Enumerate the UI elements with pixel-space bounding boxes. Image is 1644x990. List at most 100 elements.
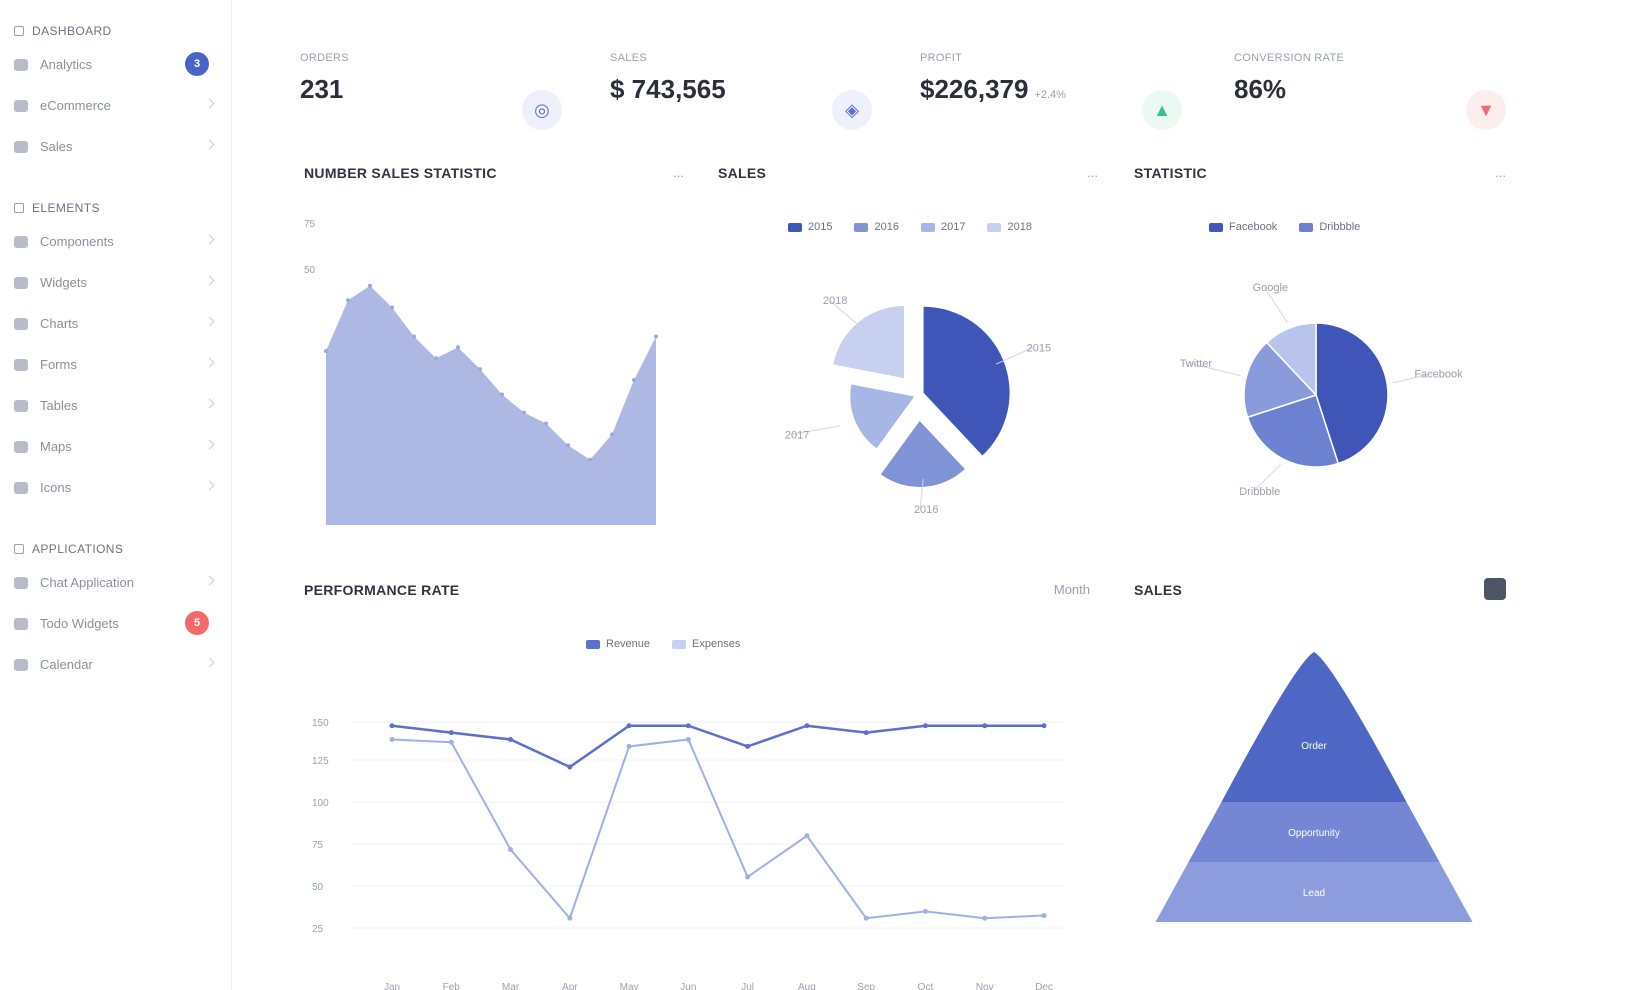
- line-point[interactable]: [389, 723, 395, 729]
- line-point[interactable]: [389, 737, 395, 742]
- sidebar-item[interactable]: Tables: [0, 385, 231, 426]
- line-point[interactable]: [508, 847, 514, 852]
- chevron-right-icon: [204, 657, 215, 668]
- legend-label: Revenue: [606, 638, 651, 650]
- chevron-right-icon: [204, 575, 215, 586]
- expenses-line: [391, 738, 1045, 921]
- line-point[interactable]: [508, 737, 514, 742]
- sidebar-item[interactable]: Components: [0, 221, 231, 262]
- sidebar-item[interactable]: Icons: [0, 467, 231, 508]
- group-label: Applications: [32, 542, 124, 556]
- sidebar-item[interactable]: Maps: [0, 426, 231, 467]
- revenue-line: [391, 724, 1044, 769]
- line-point[interactable]: [1041, 723, 1047, 729]
- legend-item[interactable]: Expenses: [672, 638, 740, 650]
- line-point[interactable]: [448, 730, 454, 736]
- sidebar-item-label: Tables: [40, 398, 78, 413]
- legend-item[interactable]: Dribbble: [1299, 221, 1360, 233]
- pie-slice[interactable]: [1315, 322, 1389, 465]
- chevron-right-icon: [204, 139, 215, 150]
- y-tick-label: 75: [304, 219, 316, 230]
- period-select[interactable]: Month: [1053, 582, 1090, 597]
- line-point[interactable]: [922, 723, 928, 729]
- funnel-stage[interactable]: [1188, 802, 1440, 862]
- legend-label: Facebook: [1229, 221, 1278, 233]
- legend-label: Dribbble: [1319, 221, 1361, 233]
- legend-swatch: [987, 222, 1002, 232]
- legend-item[interactable]: Revenue: [586, 638, 650, 650]
- line-point[interactable]: [745, 743, 751, 749]
- area-point: [610, 432, 614, 437]
- pie-label-line: [1189, 362, 1241, 377]
- panel-more-button[interactable]: ...: [673, 165, 684, 180]
- pie-slice-label: 2017: [785, 429, 809, 441]
- pie-label-line: [791, 425, 840, 435]
- line-point[interactable]: [626, 723, 632, 729]
- sidebar-item[interactable]: Charts: [0, 303, 231, 344]
- sidebar-item-label: Forms: [40, 357, 77, 372]
- sidebar-item[interactable]: Analytics 3: [0, 44, 231, 85]
- legend-item[interactable]: 2016: [854, 221, 899, 233]
- group-icon: [14, 203, 24, 213]
- sidebar: Dashboard Analytics 3 eCommerce Sales Element…: [0, 0, 232, 990]
- line-point[interactable]: [448, 739, 454, 745]
- line-point[interactable]: [863, 915, 869, 921]
- legend-item[interactable]: 2018: [987, 221, 1032, 233]
- line-point[interactable]: [685, 737, 691, 742]
- menu-item-icon: [14, 481, 28, 494]
- x-tick-label: Dec: [1035, 982, 1053, 990]
- line-point[interactable]: [685, 723, 691, 729]
- pie-label-line: [828, 299, 865, 331]
- line-point[interactable]: [863, 730, 869, 736]
- panel-more-button[interactable]: ...: [1495, 165, 1506, 180]
- legend-item[interactable]: 2017: [920, 221, 965, 233]
- sidebar-item[interactable]: Todo Widgets 5: [0, 603, 231, 644]
- line-point[interactable]: [982, 723, 988, 729]
- panel-more-button[interactable]: ...: [1087, 165, 1098, 180]
- funnel-panel: Sales Lead Opportunity Order: [1134, 578, 1506, 982]
- area-point: [346, 298, 350, 303]
- line-point[interactable]: [1041, 913, 1047, 918]
- y-tick-label: 75: [312, 840, 324, 851]
- line-point[interactable]: [982, 915, 988, 921]
- panel-title: Number Sales Statistic: [304, 165, 497, 181]
- funnel-stage[interactable]: [1155, 862, 1473, 922]
- pie-slice[interactable]: [880, 420, 965, 487]
- pie-slice[interactable]: [1243, 341, 1318, 419]
- pie-slice-label: 2018: [823, 295, 847, 307]
- line-point[interactable]: [745, 874, 751, 880]
- area-point: [368, 283, 372, 288]
- statistic-pie-chart: Facebook Dribbble Twitter Google: [1180, 282, 1463, 498]
- legend-label: 2018: [1007, 221, 1032, 233]
- sidebar-item[interactable]: Forms: [0, 344, 231, 385]
- funnel-stage[interactable]: [1221, 652, 1407, 802]
- pie-slice[interactable]: [850, 384, 915, 449]
- sidebar-item[interactable]: Widgets: [0, 262, 231, 303]
- line-point[interactable]: [567, 915, 573, 921]
- line-point[interactable]: [804, 723, 810, 729]
- sidebar-item[interactable]: Chat Application: [0, 562, 231, 603]
- pie-slice[interactable]: [1246, 394, 1340, 468]
- line-point[interactable]: [567, 764, 573, 770]
- pie-slice[interactable]: [1265, 322, 1317, 397]
- menu-item-icon: [14, 235, 28, 248]
- pie-label-line: [995, 347, 1034, 365]
- sidebar-item-label: Maps: [40, 439, 72, 454]
- sidebar-item[interactable]: eCommerce: [0, 85, 231, 126]
- stat-label: Sales: [610, 52, 647, 64]
- pie-slice[interactable]: [923, 306, 1010, 456]
- line-point[interactable]: [626, 743, 632, 749]
- menu-item-icon: [14, 358, 28, 371]
- x-tick-label: Aug: [798, 982, 816, 990]
- legend-item[interactable]: Facebook: [1209, 221, 1277, 233]
- line-point[interactable]: [804, 833, 810, 839]
- pie-slice[interactable]: [833, 306, 904, 379]
- sidebar-item[interactable]: Calendar: [0, 644, 231, 685]
- line-point[interactable]: [922, 908, 928, 914]
- panel-settings-icon[interactable]: [1484, 578, 1506, 600]
- pie-legend: Facebook Dribbble: [1209, 221, 1360, 233]
- sidebar-item[interactable]: Sales: [0, 126, 231, 167]
- panel-title: Statistic: [1134, 165, 1207, 181]
- area-point: [544, 421, 548, 426]
- legend-item[interactable]: 2015: [788, 221, 832, 233]
